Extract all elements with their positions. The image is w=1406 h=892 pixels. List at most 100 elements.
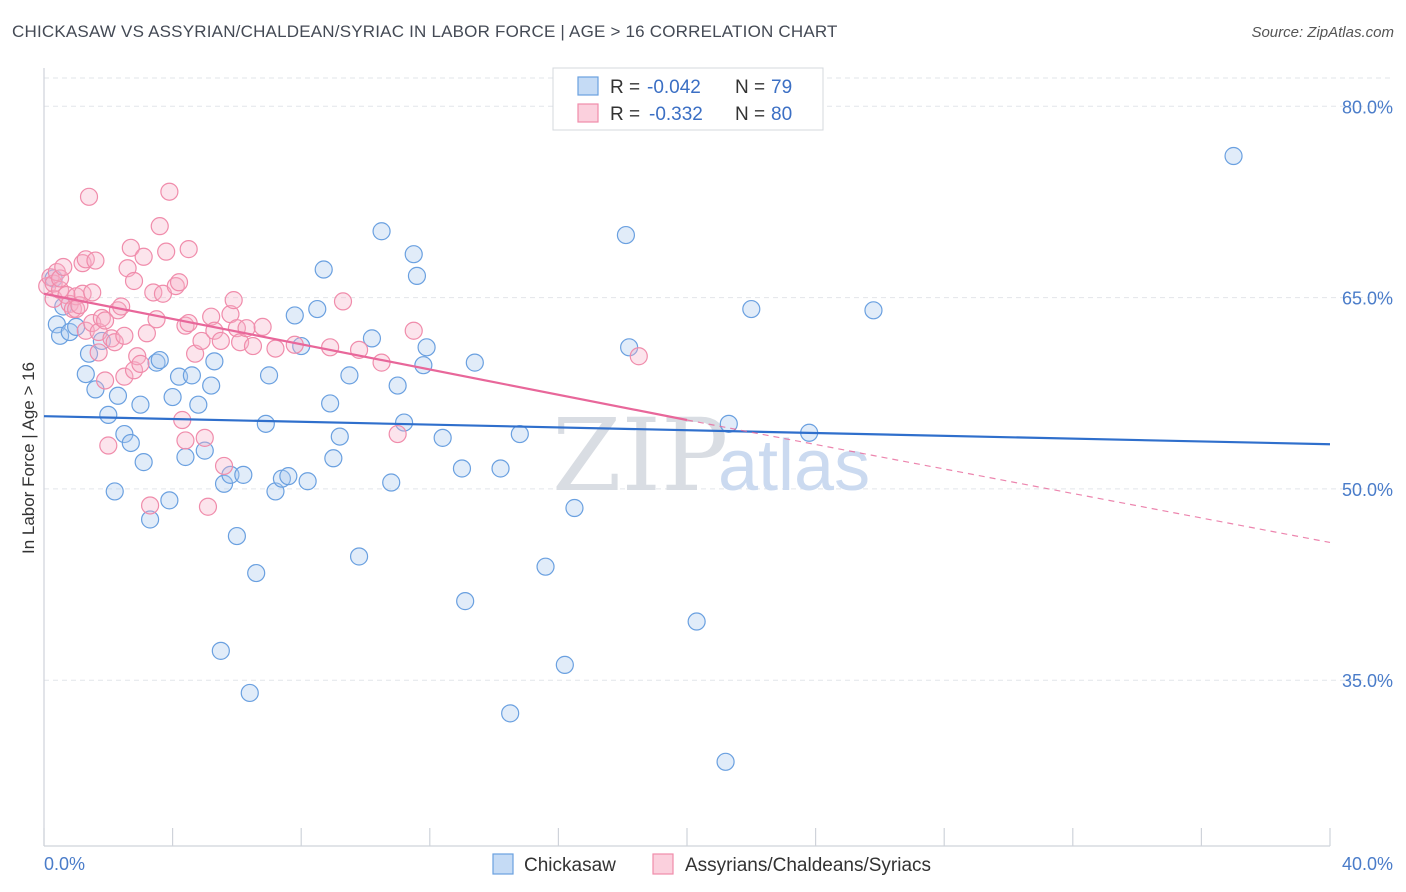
data-point	[92, 308, 111, 328]
data-point	[169, 273, 189, 292]
data-point	[95, 371, 115, 390]
data-point	[86, 251, 105, 270]
y-axis-label: In Labor Force | Age > 16	[19, 362, 38, 554]
legend-r-value-1: -0.042	[647, 77, 701, 98]
data-point	[95, 311, 115, 330]
data-point	[115, 367, 134, 386]
data-point	[372, 353, 391, 372]
data-point	[150, 350, 169, 370]
data-point	[247, 563, 266, 583]
data-point	[144, 283, 163, 302]
chart-source: Source: ZipAtlas.com	[1251, 24, 1394, 41]
data-point	[256, 414, 275, 433]
data-point	[259, 366, 279, 385]
data-point	[202, 376, 221, 395]
watermark-atlas: atlas	[718, 426, 870, 506]
y-tick-label: 80.0%	[1342, 97, 1393, 117]
data-point	[205, 352, 224, 371]
data-point	[227, 526, 246, 546]
data-point	[105, 482, 124, 501]
data-point	[404, 245, 423, 264]
watermark: ZIP atlas	[552, 397, 870, 514]
data-point	[510, 424, 529, 444]
data-point	[349, 547, 369, 566]
data-point	[115, 326, 134, 345]
bottom-legend-swatch-chickasaw	[492, 853, 514, 875]
data-point	[616, 225, 636, 245]
data-point	[189, 395, 208, 414]
legend-r-label-1: R =	[610, 77, 640, 98]
data-point	[333, 292, 353, 311]
data-point	[211, 641, 230, 660]
data-point	[134, 247, 153, 266]
data-point	[121, 433, 140, 453]
legend-swatch-chickasaw	[577, 76, 599, 96]
data-point	[147, 310, 166, 329]
bottom-legend-assyrians: Assyrians/Chaldeans/Syriacs	[685, 855, 931, 876]
grid-lines	[44, 77, 1393, 681]
trend-line	[43, 415, 1331, 446]
data-point	[50, 326, 70, 345]
data-point	[221, 465, 240, 484]
data-point	[134, 453, 153, 472]
data-point	[285, 306, 304, 325]
legend-n-label-2: N =	[735, 104, 765, 125]
data-point	[234, 465, 253, 484]
data-point	[50, 269, 70, 288]
data-point	[465, 353, 484, 372]
data-point	[147, 353, 166, 372]
data-point	[169, 367, 189, 386]
data-point	[321, 338, 340, 357]
data-point	[211, 331, 230, 351]
bottom-legend-chickasaw: Chickasaw	[524, 855, 616, 876]
data-point	[565, 498, 584, 518]
y-tick-label: 65.0%	[1342, 289, 1393, 309]
data-points	[38, 146, 1243, 771]
data-point	[433, 428, 452, 447]
legend-n-label-1: N =	[735, 77, 765, 98]
legend-box: R = -0.042 N = 79 R = -0.332 N = 80	[552, 67, 824, 131]
data-point	[314, 260, 333, 279]
data-point	[362, 329, 382, 348]
data-point	[198, 497, 218, 516]
legend-r-value-2: -0.332	[649, 104, 703, 125]
data-point	[224, 291, 243, 310]
data-point	[417, 338, 436, 357]
data-point	[742, 299, 761, 319]
data-point	[76, 364, 95, 384]
data-point	[99, 436, 118, 455]
data-point	[163, 387, 182, 407]
data-point	[452, 459, 472, 478]
y-tick-labels: 35.0% 50.0% 65.0% 80.0%	[1342, 97, 1393, 691]
data-point	[105, 333, 124, 352]
legend-r-label-2: R =	[610, 104, 640, 125]
data-point	[324, 449, 343, 468]
data-point	[555, 655, 574, 674]
data-point	[89, 343, 108, 362]
data-point	[160, 182, 179, 201]
data-point	[150, 217, 169, 236]
data-point	[176, 431, 195, 450]
data-point	[124, 271, 144, 291]
data-point	[79, 187, 99, 206]
data-point	[157, 242, 176, 261]
data-point	[501, 704, 520, 723]
trend-line	[43, 292, 688, 422]
legend-n-value-1: 79	[771, 77, 792, 98]
data-point	[140, 510, 160, 529]
data-point	[195, 441, 214, 460]
data-point	[131, 354, 150, 373]
data-point	[321, 394, 340, 413]
data-point	[240, 683, 259, 703]
data-point	[298, 472, 317, 491]
data-point	[99, 405, 118, 425]
data-point	[140, 496, 160, 515]
data-point	[243, 336, 263, 356]
data-point	[491, 459, 510, 478]
x-tick-marks	[43, 828, 1331, 846]
data-point	[864, 301, 883, 320]
data-point	[253, 317, 272, 337]
data-point	[121, 238, 140, 257]
y-tick-label: 35.0%	[1342, 671, 1393, 691]
